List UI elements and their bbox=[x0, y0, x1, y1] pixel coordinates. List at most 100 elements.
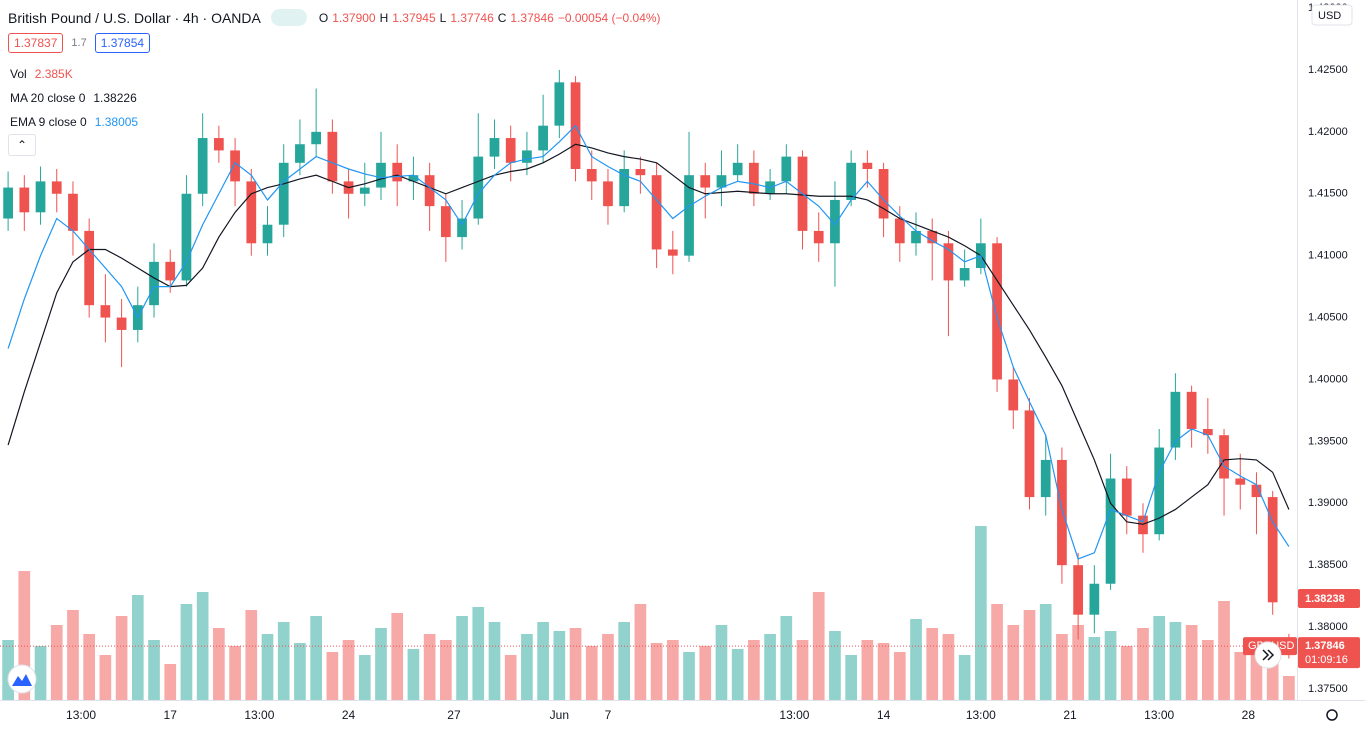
x-tick-label: 13:00 bbox=[966, 708, 996, 722]
candle-body bbox=[846, 162, 857, 200]
volume-bar bbox=[423, 634, 436, 700]
indicator-row: MA 20 close 0 1.38226 bbox=[8, 90, 139, 106]
candle-body bbox=[554, 82, 565, 126]
volume-bar bbox=[715, 625, 728, 700]
status-pill bbox=[270, 9, 307, 26]
currency[interactable]: USD bbox=[1318, 10, 1341, 22]
volume-bar bbox=[358, 655, 371, 700]
candle-body bbox=[295, 144, 305, 163]
candle-body bbox=[862, 162, 873, 169]
volume-bar bbox=[1234, 652, 1247, 700]
logo[interactable] bbox=[7, 664, 37, 694]
indicator-row: Vol 2.385K bbox=[8, 66, 75, 82]
y-tick-label: 1.42500 bbox=[1308, 64, 1348, 76]
volume-bar bbox=[213, 628, 225, 700]
volume-bar bbox=[456, 616, 468, 700]
volume-bar bbox=[1120, 646, 1133, 700]
volume-bar bbox=[1056, 634, 1068, 700]
candle-body bbox=[3, 187, 13, 219]
volume-bar bbox=[991, 604, 1003, 700]
volume-bar bbox=[83, 634, 96, 700]
candle-body bbox=[894, 218, 905, 244]
volume-bar bbox=[1201, 640, 1214, 700]
candle-body bbox=[473, 156, 484, 219]
logo-icon bbox=[12, 674, 32, 686]
candle-body bbox=[1121, 478, 1132, 516]
candle-body bbox=[116, 317, 127, 330]
candle-body bbox=[667, 249, 678, 256]
y-tick-label: 1.41000 bbox=[1308, 250, 1348, 262]
volume-bar bbox=[1283, 676, 1295, 700]
candle-body bbox=[19, 187, 30, 213]
candle-body bbox=[684, 175, 694, 256]
volume-bar bbox=[488, 622, 501, 700]
volume-bar bbox=[748, 640, 760, 700]
candle-body bbox=[943, 243, 954, 281]
volume-bar bbox=[115, 616, 128, 700]
candle-body bbox=[165, 261, 176, 281]
ma-price-label: 1.38238 bbox=[1305, 593, 1345, 605]
volume-bar bbox=[375, 628, 387, 700]
volume-bar bbox=[472, 607, 485, 700]
volume-bar bbox=[1088, 637, 1101, 700]
volume-bar bbox=[553, 631, 566, 700]
volume-bar bbox=[99, 655, 112, 700]
y-tick-label: 1.42000 bbox=[1308, 126, 1348, 138]
candle-body bbox=[1219, 435, 1229, 479]
candle-body bbox=[1073, 565, 1083, 615]
volume-bar bbox=[650, 643, 663, 700]
last-price-label: 1.37846 bbox=[1305, 640, 1345, 652]
candle-body bbox=[262, 224, 273, 244]
spread: 1.7 bbox=[71, 37, 87, 49]
volume-bar bbox=[666, 640, 679, 700]
volume-bar bbox=[196, 592, 209, 700]
volume-bar bbox=[1266, 658, 1279, 700]
ask[interactable]: 1.37854 bbox=[94, 33, 151, 53]
candle-body bbox=[1267, 497, 1278, 603]
candle-body bbox=[278, 162, 289, 225]
volume-bar bbox=[958, 655, 971, 700]
indicator-value: 1.38005 bbox=[92, 114, 141, 130]
x-tick-label: 27 bbox=[447, 708, 461, 722]
volume-bar bbox=[926, 628, 939, 700]
volume-bar bbox=[585, 646, 598, 700]
x-tick-label: 17 bbox=[164, 708, 178, 722]
y-tick-label: 1.39500 bbox=[1308, 435, 1348, 447]
bid[interactable]: 1.37837 bbox=[8, 33, 64, 53]
settings-icon[interactable] bbox=[1326, 709, 1338, 721]
candle-body bbox=[376, 162, 386, 188]
volume-bar bbox=[861, 640, 874, 700]
candle-body bbox=[813, 230, 824, 244]
y-tick-label: 1.37500 bbox=[1308, 683, 1348, 695]
candle-body bbox=[181, 193, 192, 281]
ma-price-tag bbox=[1298, 589, 1360, 608]
ohlc-label: L bbox=[439, 10, 447, 25]
change: −0.00054 (−0.04%) bbox=[557, 10, 661, 25]
candle-body bbox=[959, 268, 970, 281]
candle-body bbox=[440, 206, 451, 238]
scroll-icon bbox=[1262, 649, 1275, 661]
collapse-button[interactable]: ⌃ bbox=[8, 134, 36, 156]
volume-bar bbox=[975, 526, 987, 700]
ohlc-value: 1.37945 bbox=[392, 10, 436, 25]
candle-body bbox=[700, 175, 711, 188]
currency-button[interactable] bbox=[1311, 4, 1353, 26]
candle-body bbox=[359, 187, 370, 194]
indicator-line bbox=[7, 143, 1290, 525]
volume-bar bbox=[1169, 622, 1182, 700]
candle-body bbox=[1057, 459, 1067, 566]
y-tick-label: 1.40500 bbox=[1308, 311, 1348, 323]
volume-bar bbox=[683, 652, 695, 700]
candle-body bbox=[538, 125, 548, 151]
candle-body bbox=[408, 175, 419, 182]
x-tick-label: 13:00 bbox=[1144, 708, 1174, 722]
volume-bar bbox=[1039, 604, 1052, 700]
indicator-value: 1.38226 bbox=[91, 90, 139, 106]
volume-bar bbox=[407, 649, 420, 700]
candle-body bbox=[51, 181, 62, 194]
ohlc-value: 1.37900 bbox=[332, 10, 376, 25]
candle-body bbox=[992, 243, 1002, 380]
candle-body bbox=[619, 168, 630, 207]
volume-bar bbox=[1104, 631, 1117, 700]
